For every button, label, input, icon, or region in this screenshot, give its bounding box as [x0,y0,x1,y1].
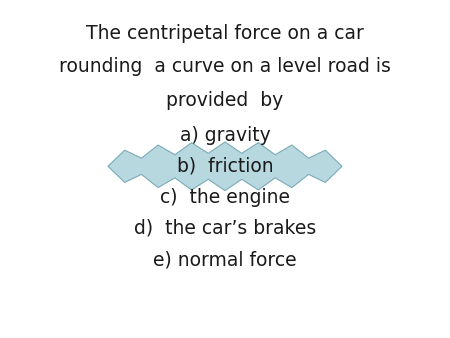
Polygon shape [108,142,342,191]
Text: e) normal force: e) normal force [153,250,297,269]
Text: rounding  a curve on a level road is: rounding a curve on a level road is [59,57,391,76]
Text: b)  friction: b) friction [177,157,273,176]
Text: c)  the engine: c) the engine [160,188,290,207]
Text: provided  by: provided by [166,91,284,110]
Text: d)  the car’s brakes: d) the car’s brakes [134,219,316,238]
Text: The centripetal force on a car: The centripetal force on a car [86,24,364,43]
Text: a) gravity: a) gravity [180,126,270,145]
